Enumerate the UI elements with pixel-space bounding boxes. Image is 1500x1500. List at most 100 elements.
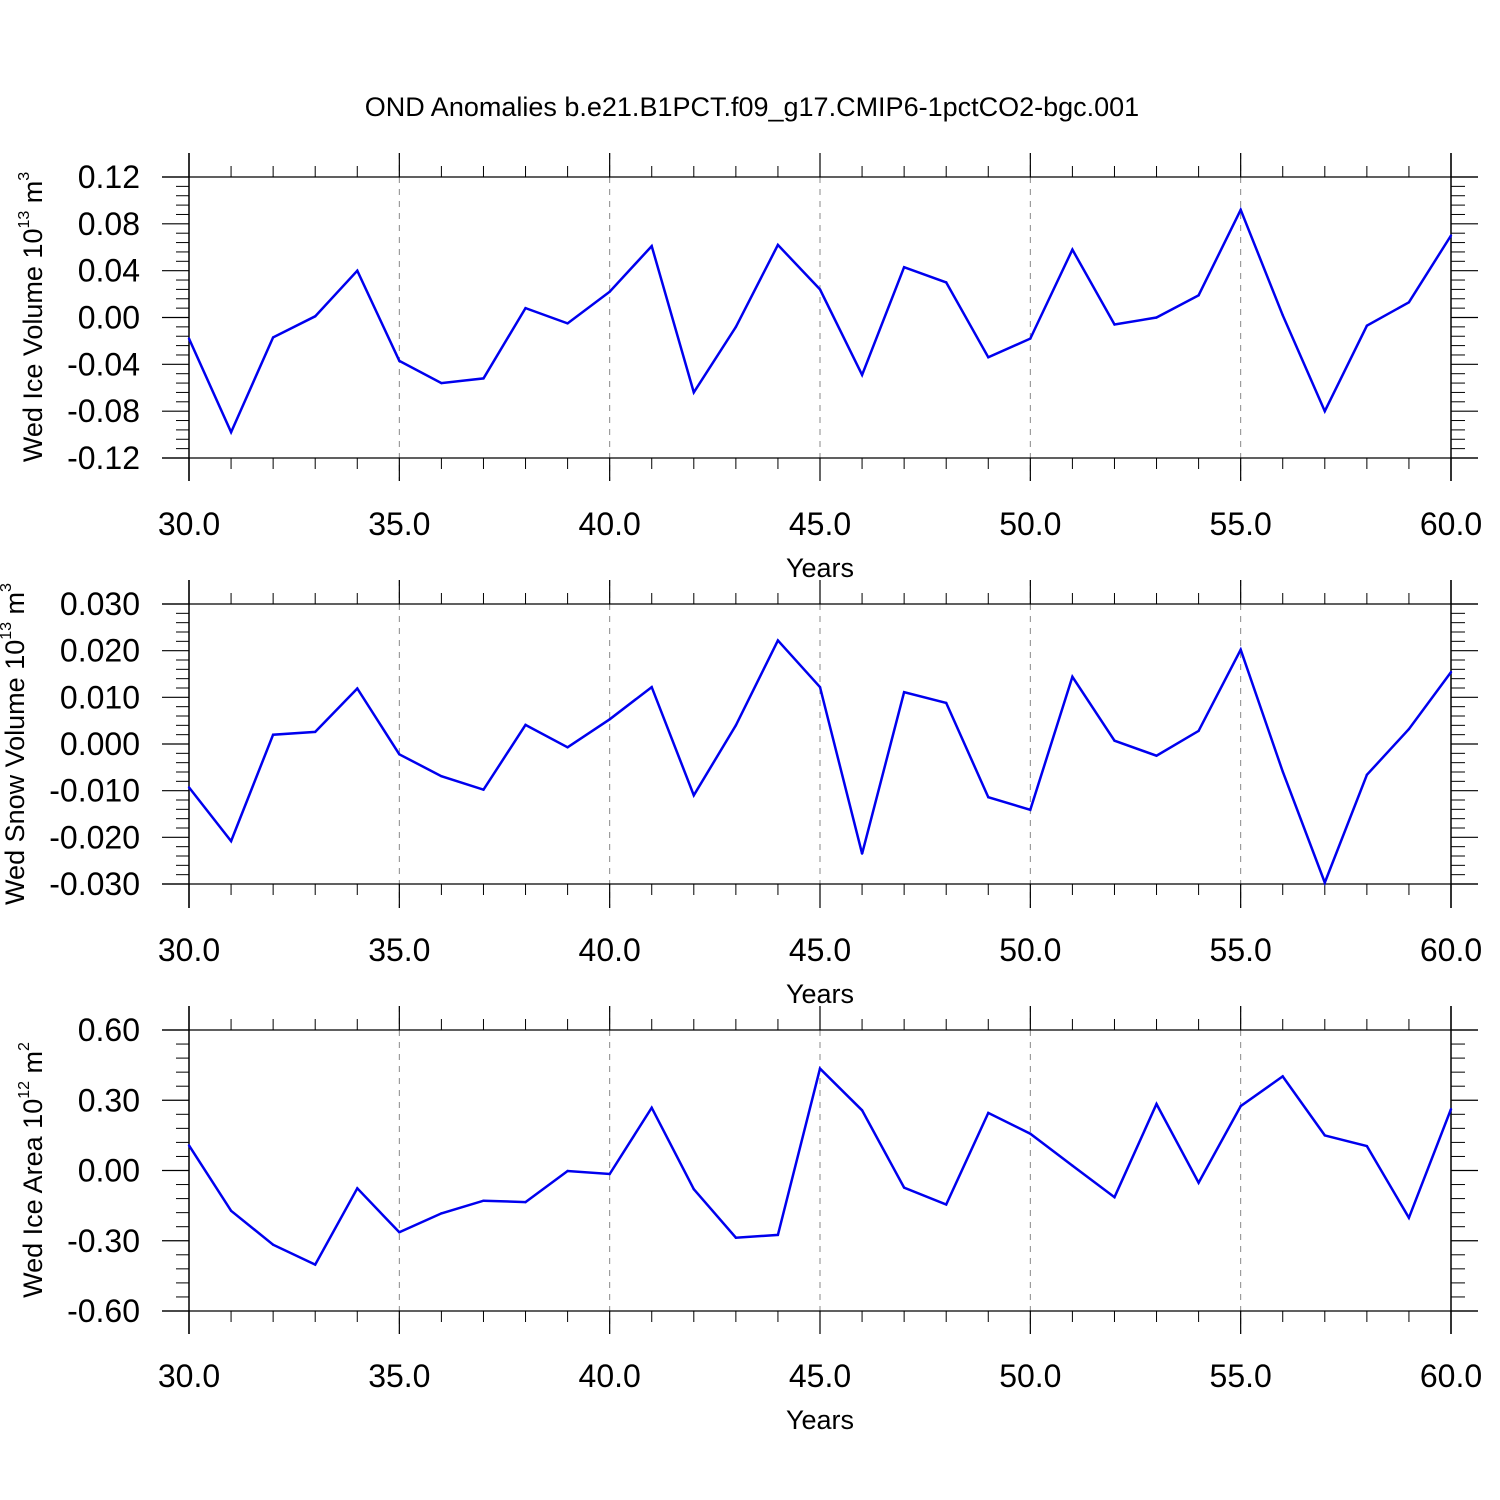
data-point <box>524 306 527 310</box>
data-point <box>1239 208 1242 211</box>
y-tick-label: 0.000 <box>60 726 140 762</box>
data-point <box>902 1186 906 1189</box>
data-point <box>271 336 275 339</box>
data-point <box>229 839 233 843</box>
data-point <box>650 685 653 689</box>
data-point <box>314 730 317 734</box>
y-tick-label: 0.12 <box>78 159 140 195</box>
data-point <box>1029 337 1032 340</box>
data-point <box>524 1200 527 1204</box>
data-point <box>1029 1132 1032 1135</box>
y-tick-label: 0.60 <box>78 1012 140 1048</box>
data-point <box>1113 1195 1116 1199</box>
data-point <box>271 733 275 736</box>
x-tick-label: 50.0 <box>999 932 1061 968</box>
y-tick-label: 0.00 <box>78 300 140 336</box>
data-point <box>1323 881 1327 884</box>
data-point <box>945 1203 948 1206</box>
y-tick-label: -0.020 <box>49 819 140 855</box>
data-point <box>818 685 822 689</box>
y-tick-label: -0.030 <box>49 866 140 902</box>
x-tick-label: 50.0 <box>999 506 1061 542</box>
data-point <box>398 1231 401 1234</box>
y-tick-label: 0.30 <box>78 1082 140 1118</box>
y-axis-title-exponent: 12 <box>16 1081 33 1099</box>
y-tick-label: 0.030 <box>60 586 140 622</box>
data-point <box>1113 739 1116 742</box>
data-point <box>650 244 653 248</box>
data-point <box>734 724 738 727</box>
y-axis-title-text: Wed Snow Volume 10 <box>0 640 30 905</box>
data-point <box>398 359 401 363</box>
data-point <box>1281 313 1284 317</box>
data-point <box>440 775 443 778</box>
x-tick-label: 45.0 <box>789 932 851 968</box>
data-point <box>482 377 485 380</box>
x-tick-label: 30.0 <box>158 932 220 968</box>
data-point <box>1449 1107 1453 1111</box>
data-point <box>692 391 695 394</box>
x-tick-label: 40.0 <box>579 932 641 968</box>
y-tick-label: -0.60 <box>67 1293 140 1329</box>
data-point <box>187 1144 191 1147</box>
x-tick-label: 45.0 <box>789 506 851 542</box>
data-point <box>1365 773 1369 776</box>
y-axis-title-exponent: 13 <box>16 211 33 229</box>
y-axis-title-text: Wed Ice Volume 10 <box>18 229 48 463</box>
data-point <box>1365 324 1369 327</box>
y-axis-title-unit-exponent: 3 <box>0 583 15 592</box>
x-tick-label: 35.0 <box>368 932 430 968</box>
y-tick-label: 0.04 <box>78 253 140 289</box>
data-point <box>1365 1144 1369 1148</box>
y-tick-label: 0.010 <box>60 679 140 715</box>
x-tick-label: 60.0 <box>1420 932 1482 968</box>
data-point <box>1029 808 1032 811</box>
data-point <box>945 281 948 284</box>
data-point <box>776 1233 780 1237</box>
data-point <box>987 796 990 799</box>
data-point <box>482 1199 485 1202</box>
x-tick-label: 40.0 <box>579 506 641 542</box>
data-point <box>1071 1164 1074 1167</box>
data-point <box>1323 409 1327 413</box>
x-tick-label: 60.0 <box>1420 1358 1482 1394</box>
x-tick-label: 35.0 <box>368 506 430 542</box>
data-point <box>902 691 906 694</box>
y-tick-label: -0.08 <box>67 393 140 429</box>
x-tick-label: 45.0 <box>789 1358 851 1394</box>
data-point <box>776 243 780 247</box>
y-tick-label: 0.00 <box>78 1153 140 1189</box>
data-point <box>1197 1181 1200 1184</box>
data-point <box>356 269 359 272</box>
data-point <box>440 381 443 385</box>
y-axis-title-exponent: 13 <box>0 622 15 640</box>
data-point <box>1197 729 1200 733</box>
data-point <box>818 288 822 291</box>
y-tick-label: -0.010 <box>49 773 140 809</box>
panel-1: -0.12 -0.08 -0.04 0.00 0.04 0.08 0.12 30.0 35.0 4… <box>16 153 1482 583</box>
data-point <box>398 753 401 756</box>
data-point <box>440 1212 443 1215</box>
data-point <box>271 1243 275 1246</box>
data-point <box>902 265 906 269</box>
data-point <box>1323 1134 1327 1137</box>
data-point <box>1071 248 1074 251</box>
y-axis-title-unit: m <box>0 592 30 622</box>
data-point <box>482 788 485 791</box>
y-tick-label: -0.12 <box>67 440 140 476</box>
x-axis-title: Years <box>786 979 854 1009</box>
data-point <box>608 718 611 721</box>
y-axis-title: Wed Ice Area 1012 m2 <box>16 1042 48 1298</box>
data-point <box>1281 770 1284 773</box>
data-point <box>566 1169 569 1173</box>
data-point <box>692 794 695 797</box>
data-point <box>524 723 527 727</box>
figure-title: OND Anomalies b.e21.B1PCT.f09_g17.CMIP6-… <box>365 92 1139 122</box>
data-point <box>608 1172 611 1176</box>
y-axis-title-unit-exponent: 2 <box>16 1042 33 1051</box>
x-tick-label: 50.0 <box>999 1358 1061 1394</box>
data-point <box>860 1109 864 1112</box>
x-tick-label: 30.0 <box>158 506 220 542</box>
y-tick-label: -0.04 <box>67 346 140 382</box>
